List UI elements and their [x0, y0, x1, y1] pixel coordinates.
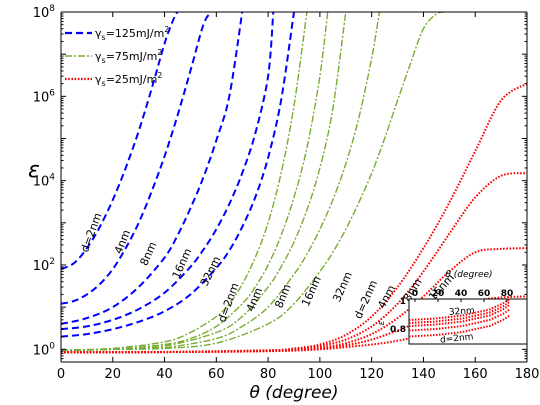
series-line-12 [61, 172, 527, 354]
inset-series-group [408, 298, 511, 338]
inset-x-tick-label: 60 [478, 289, 491, 299]
y-tick-exp: 8 [49, 4, 55, 14]
y-tick-exp: 4 [49, 173, 55, 183]
legend-label-2: γs=75mJ/m2 [95, 48, 162, 65]
inset-series-line-3 [408, 304, 511, 327]
y-tick-exp: 2 [49, 257, 55, 267]
legend-text-main: =75mJ/m [106, 50, 158, 63]
legend-text-main: =25mJ/m [106, 73, 158, 86]
series-line-7 [61, 12, 329, 351]
inset-x-tick-label: 20 [432, 289, 445, 299]
y-tick-base: 10 [33, 343, 50, 358]
inset-y-tick-label: 1 [400, 297, 406, 307]
series-line-6 [61, 12, 308, 351]
series-line-5 [61, 12, 295, 338]
legend-symbol: γ [95, 73, 102, 86]
inset-x-tick-label: 0 [412, 289, 418, 299]
legend-sub: s [102, 79, 106, 88]
x-tick-label: 140 [411, 367, 436, 382]
inset-series-line-5 [408, 314, 511, 338]
legend-text-main: =125mJ/m [106, 27, 165, 40]
series-group [61, 12, 527, 354]
y-tick-base: 10 [33, 175, 50, 190]
inset-x-tick-label: 40 [455, 289, 468, 299]
legend-sub: s [102, 56, 106, 65]
inset-x-axis-title: θ (degree) [445, 270, 492, 280]
y-tick-exp: 0 [49, 341, 55, 351]
legend-symbol: γ [95, 27, 102, 40]
inset-x-tick-label: 80 [501, 289, 514, 299]
y-tick-base: 10 [33, 259, 50, 274]
y-tick-label: 104 [33, 173, 56, 190]
y-tick-label: 106 [33, 88, 56, 105]
y-tick-exp: 6 [49, 88, 55, 98]
legend-sup: 2 [164, 25, 169, 34]
series-line-8 [61, 12, 347, 351]
series-line-3 [61, 12, 244, 325]
x-tick-label: 180 [515, 367, 540, 382]
y-axis-title: ε [28, 158, 40, 183]
x-tick-label: 100 [307, 367, 332, 382]
y-tick-base: 10 [33, 90, 50, 105]
series-line-1 [61, 12, 179, 271]
legend-sup: 2 [157, 71, 162, 80]
legend-sub: s [102, 33, 106, 42]
x-tick-label: 20 [105, 367, 122, 382]
legend-label-1: γs=125mJ/m2 [95, 25, 169, 42]
series-line-9 [61, 12, 381, 351]
legend-label-3: γs=25mJ/m2 [95, 71, 162, 88]
inset-y-axis-title: ε [377, 320, 387, 325]
y-tick-label: 102 [33, 257, 55, 274]
inset-curve-label-2: d=2nm [440, 332, 474, 345]
series-line-4 [61, 12, 275, 331]
legend-symbol: γ [95, 50, 102, 63]
inset-series-line-2 [408, 301, 511, 324]
inset-series-line-4 [408, 308, 511, 332]
y-tick-base: 10 [33, 6, 50, 21]
inset-series-line-1 [408, 298, 511, 321]
y-tick-label: 100 [33, 341, 56, 358]
y-tick-label: 108 [33, 4, 56, 21]
inset-curve-label-1: 32nm [449, 306, 476, 318]
legend-sup: 2 [157, 48, 162, 57]
x-tick-label: 80 [260, 367, 277, 382]
x-axis-title: θ (degree) [249, 383, 338, 403]
x-tick-label: 160 [463, 367, 488, 382]
series-line-2 [61, 12, 213, 305]
inset-y-tick-label: 0.8 [390, 325, 406, 335]
x-tick-label: 60 [208, 367, 225, 382]
series-line-10 [61, 12, 445, 351]
x-tick-label: 0 [57, 367, 65, 382]
x-tick-label: 120 [359, 367, 384, 382]
inset-frame [408, 298, 528, 345]
x-tick-label: 40 [156, 367, 173, 382]
